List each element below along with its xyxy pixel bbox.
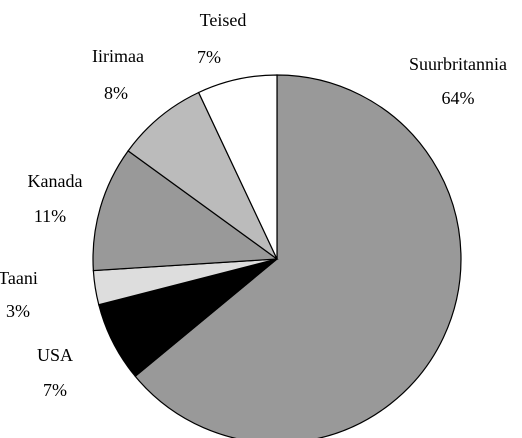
slice-label: Teised: [200, 10, 247, 30]
slice-label: Iirimaa: [92, 46, 144, 66]
slice-value-label: 64%: [442, 88, 475, 108]
slice-label: Taani: [0, 268, 38, 288]
slice-label: Kanada: [28, 171, 83, 191]
slice-value-label: 8%: [104, 83, 128, 103]
pie-slice: [134, 74, 462, 438]
pie-slice: [127, 91, 278, 260]
slice-value-label: 11%: [34, 206, 66, 226]
slice-label: USA: [37, 345, 73, 365]
slice-label: Suurbritannia: [409, 54, 507, 74]
slice-value-label: 7%: [43, 380, 67, 400]
pie-slice: [92, 150, 279, 272]
slice-value-label: 7%: [197, 47, 221, 67]
slice-value-label: 3%: [6, 301, 30, 321]
pie-slice: [197, 74, 278, 260]
